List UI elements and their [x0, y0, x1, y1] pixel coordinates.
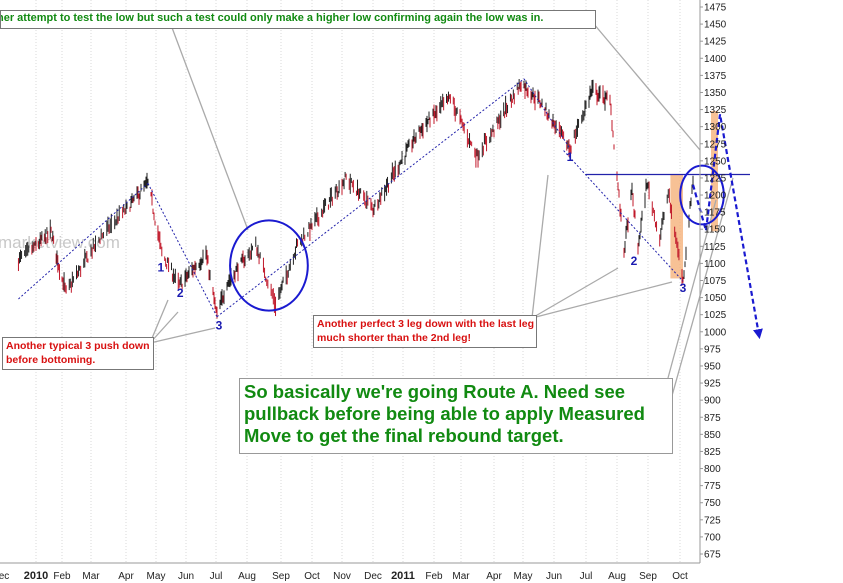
x-tick-label: Oct — [304, 571, 320, 582]
y-tick-label: 1100 — [704, 259, 726, 270]
x-tick-label: Jul — [210, 571, 223, 582]
y-tick-label: 850 — [704, 430, 721, 441]
y-axis: 1475 1450 1425 1400 1375 1350 1325 1300 1275 1250… — [700, 3, 727, 561]
x-tick-label: Aug — [238, 571, 256, 582]
highlight-circle — [229, 219, 309, 312]
price-bars — [17, 79, 694, 319]
y-tick-label: 775 — [704, 481, 721, 492]
y-tick-label: 700 — [704, 532, 721, 543]
x-axis: ec 2010 Feb Mar Apr May Jun Jul Aug Sep Oct Nov Dec 2… — [0, 570, 688, 582]
y-tick-label: 1450 — [704, 20, 727, 31]
y-tick-label: 1175 — [704, 208, 726, 219]
wave-label-5: 2 — [631, 254, 638, 268]
y-tick-label: 1350 — [704, 88, 727, 99]
pointer-line — [149, 311, 179, 344]
y-tick-label: 1375 — [704, 71, 727, 82]
pointer-line — [587, 16, 701, 151]
y-tick-label: 1300 — [704, 122, 727, 133]
y-tick-label: 675 — [704, 550, 721, 561]
pointer-line — [149, 299, 169, 344]
y-tick-label: 925 — [704, 379, 721, 390]
x-tick-label: Mar — [82, 571, 100, 582]
pointer-line — [167, 16, 249, 231]
y-tick-label: 1150 — [704, 225, 726, 236]
left-annotation: Another typical 3 push down before botto… — [2, 337, 154, 370]
pointer-line — [531, 281, 673, 319]
pointer-line — [531, 174, 549, 319]
main-annotation: So basically we're going Route A. Need s… — [239, 378, 673, 454]
y-tick-label: 1025 — [704, 310, 727, 321]
y-tick-label: 1400 — [704, 54, 727, 65]
x-tick-label: Mar — [452, 571, 470, 582]
x-tick-label: May — [147, 571, 166, 582]
wave-label-6: 3 — [680, 281, 687, 295]
pointer-line — [667, 199, 717, 379]
projection-path — [691, 114, 763, 340]
pointer-line — [149, 327, 216, 344]
trendline — [216, 78, 525, 318]
y-tick-label: 875 — [704, 413, 721, 424]
x-tick-label: Apr — [486, 571, 502, 582]
y-tick-label: 1425 — [704, 37, 727, 48]
wave-label-2: 2 — [177, 286, 184, 300]
pointer-line — [531, 267, 619, 319]
x-tick-label: Apr — [118, 571, 134, 582]
y-tick-label: 1325 — [704, 105, 727, 116]
x-tick-label: Oct — [672, 571, 688, 582]
grid-lines — [35, 0, 681, 562]
x-tick-label: Aug — [608, 571, 626, 582]
y-tick-label: 800 — [704, 464, 721, 475]
top-annotation: her attempt to test the low but such a t… — [0, 10, 596, 29]
y-tick-label: 900 — [704, 396, 721, 407]
top-annotation-text: her attempt to test the low but such a t… — [0, 12, 544, 24]
wave-label-4: 1 — [567, 150, 574, 164]
x-tick-label: 2010 — [24, 570, 48, 582]
trendline — [147, 183, 218, 317]
wave-label-3: 3 — [216, 319, 223, 333]
y-tick-label: 1050 — [704, 293, 727, 304]
x-tick-label: Sep — [272, 571, 290, 582]
trendline — [563, 150, 684, 282]
watermark: marketview.com — [0, 233, 120, 252]
y-tick-label: 1075 — [704, 276, 727, 287]
x-tick-label: May — [514, 571, 533, 582]
y-tick-label: 1475 — [704, 3, 727, 14]
middle-annotation: Another perfect 3 leg down with the last… — [313, 315, 537, 348]
y-tick-label: 1000 — [704, 327, 727, 338]
trendline — [523, 78, 571, 149]
x-tick-label: 2011 — [391, 570, 415, 582]
y-tick-label: 825 — [704, 447, 721, 458]
y-tick-label: 950 — [704, 361, 721, 372]
x-tick-label: Jun — [546, 571, 562, 582]
x-tick-label: ec — [0, 571, 9, 582]
y-tick-label: 725 — [704, 515, 721, 526]
pointer-lines — [149, 16, 734, 411]
y-tick-label: 1125 — [704, 242, 726, 253]
x-tick-label: Jul — [580, 571, 593, 582]
y-tick-label: 1250 — [704, 156, 727, 167]
y-tick-label: 750 — [704, 498, 721, 509]
y-tick-label: 1225 — [704, 173, 727, 184]
y-tick-label: 975 — [704, 344, 721, 355]
wave-label-1: 1 — [157, 261, 164, 275]
trendline — [18, 183, 149, 300]
y-tick-label: 1275 — [704, 139, 727, 150]
x-tick-label: Sep — [639, 571, 657, 582]
highlight-circle — [679, 164, 725, 226]
x-tick-label: Nov — [333, 571, 351, 582]
x-tick-label: Dec — [364, 571, 382, 582]
x-tick-label: Feb — [425, 571, 443, 582]
x-tick-label: Jun — [178, 571, 194, 582]
x-tick-label: Feb — [53, 571, 71, 582]
y-tick-label: 1200 — [704, 191, 727, 202]
